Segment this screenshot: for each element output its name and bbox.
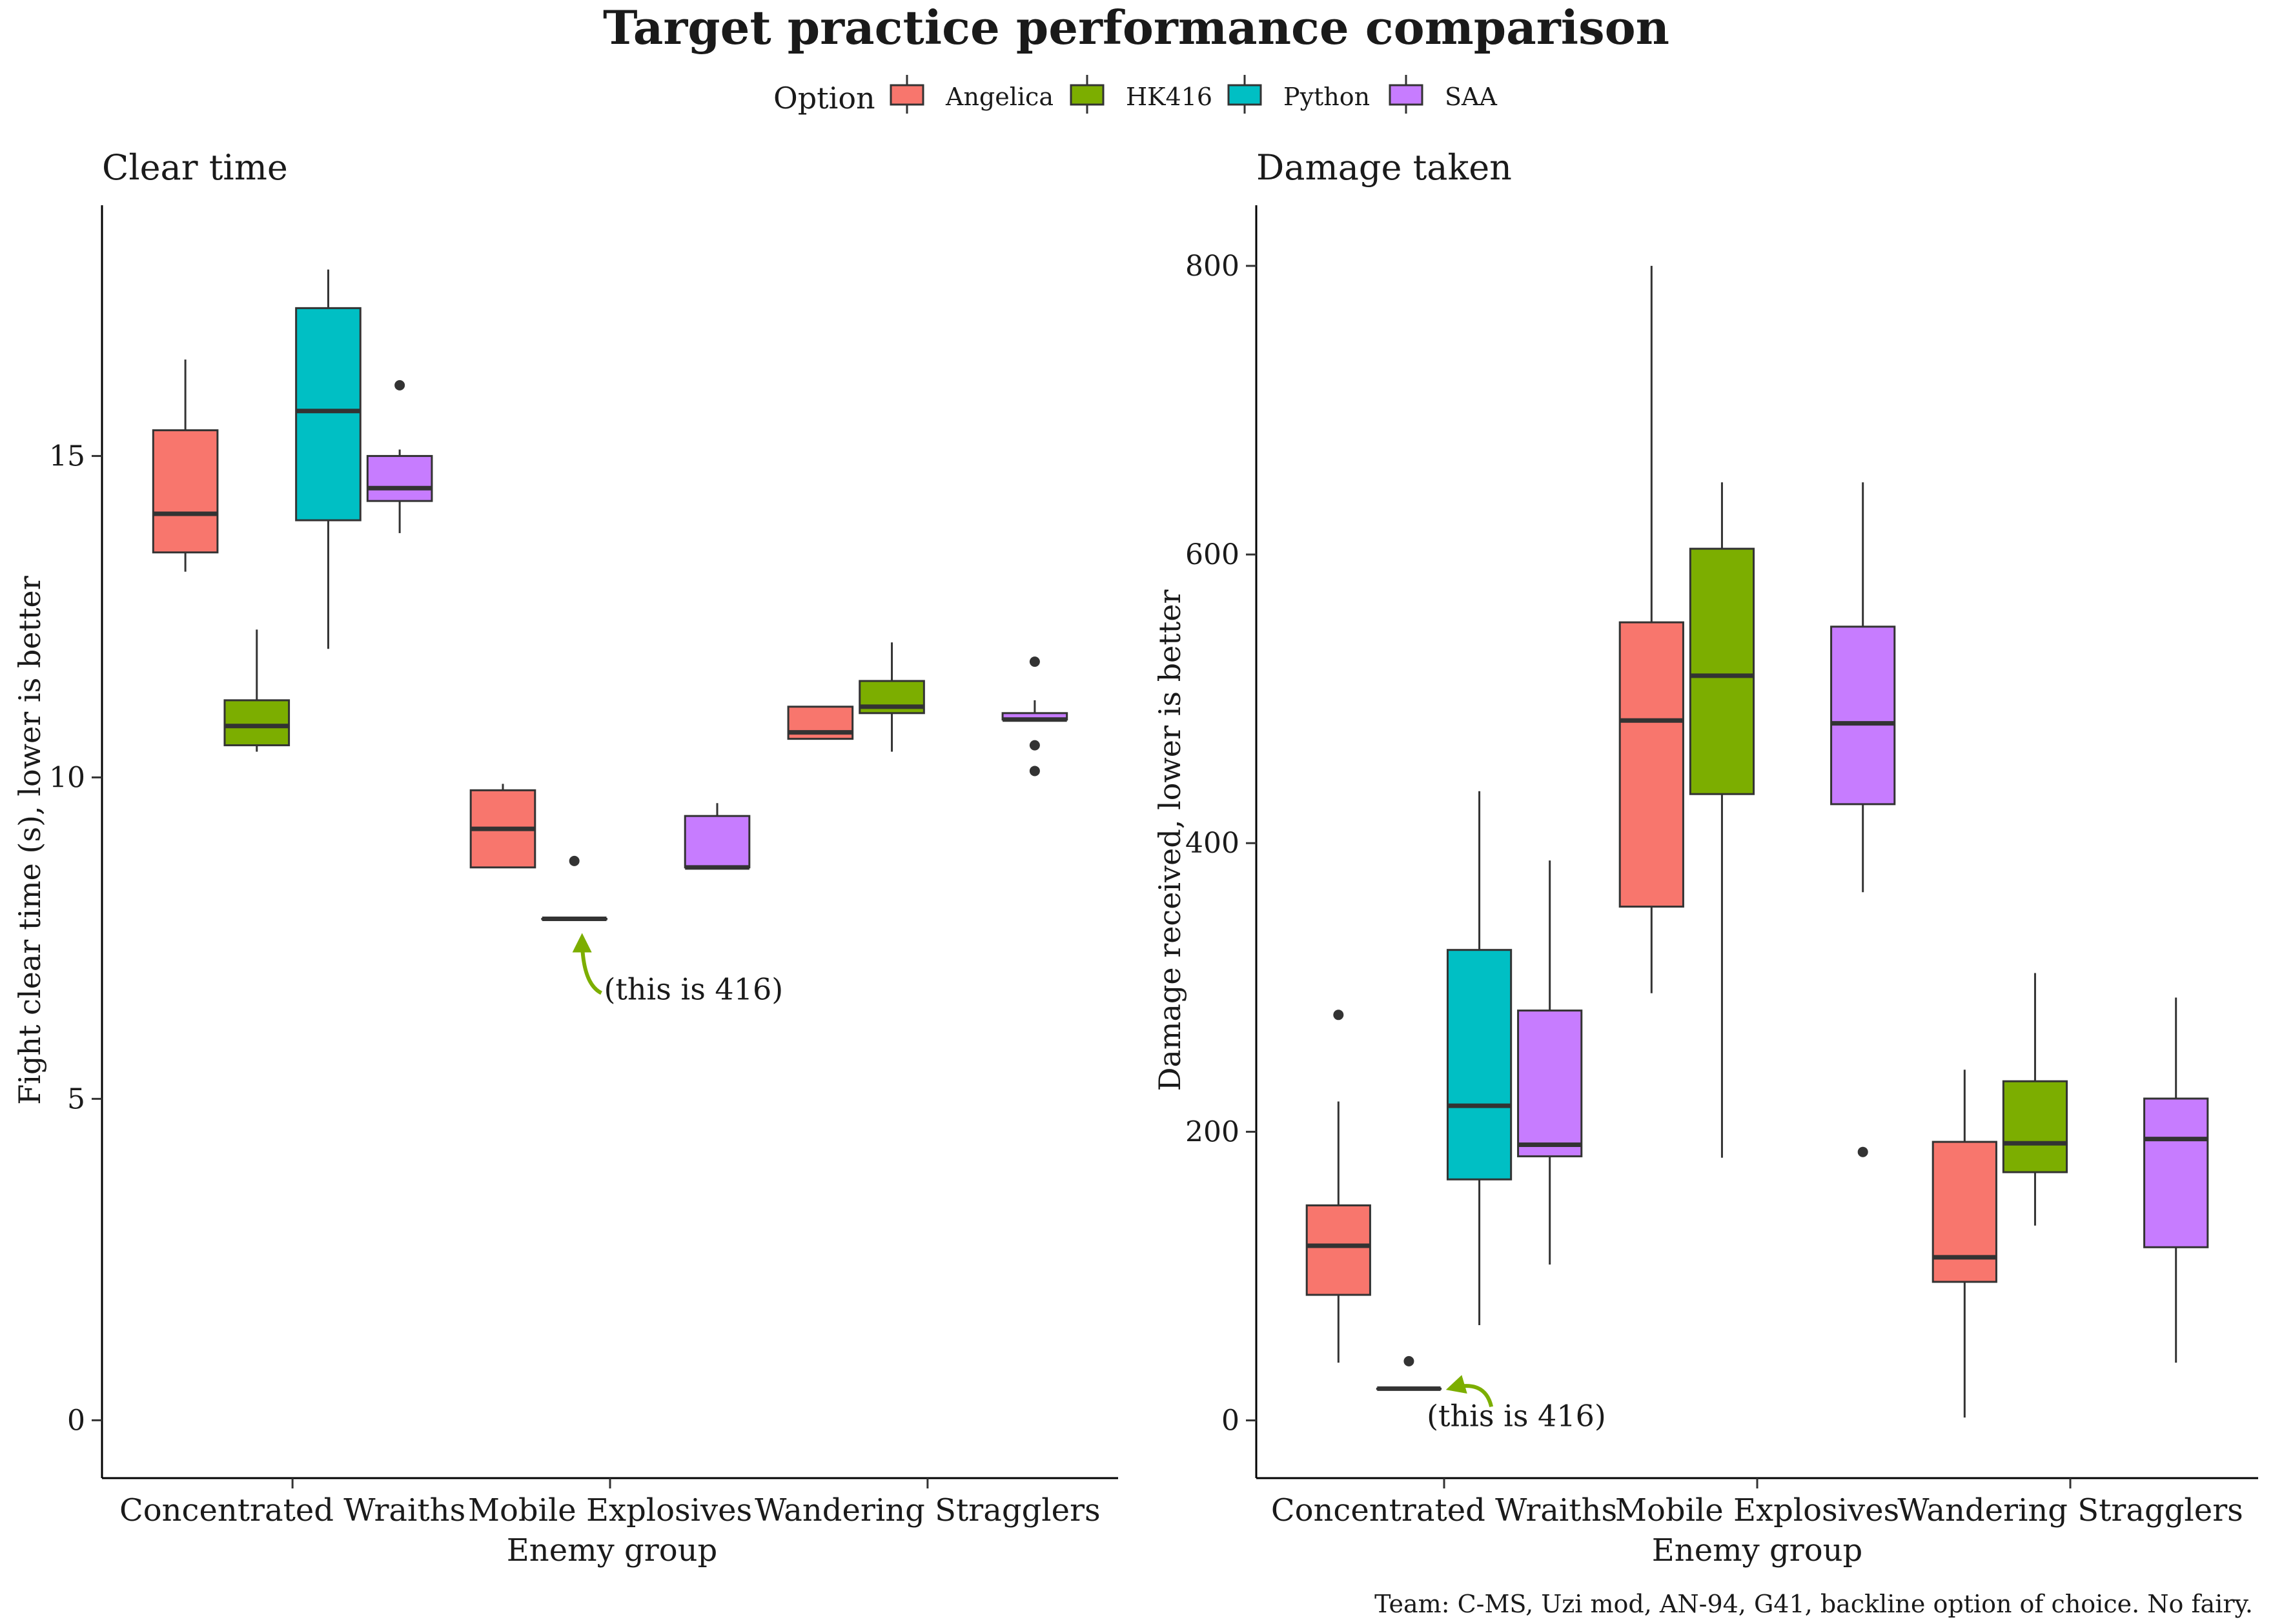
legend-key-saa bbox=[1389, 84, 1423, 106]
legend-key-angelica bbox=[890, 84, 924, 106]
damage-taken-panel: 0 200 400 600 800 Concentrated WraithsMobile … bbox=[1185, 205, 2258, 1528]
annotation-this-is-416: (this is 416) bbox=[572, 933, 783, 1006]
box-body bbox=[684, 815, 751, 869]
box-body bbox=[1517, 1010, 1583, 1157]
legend-entry-angelica: Angelica bbox=[890, 75, 1054, 114]
legend-entry-saa: SAA bbox=[1389, 75, 1497, 114]
box-hk416-concentrated-wraiths bbox=[223, 629, 290, 752]
box-angelica-concentrated-wraiths bbox=[1305, 1010, 1371, 1363]
y-tick-label: 10 bbox=[49, 761, 85, 794]
figure-title: Target practice performance comparison bbox=[603, 0, 1669, 55]
legend-entry-hk416: HK416 bbox=[1070, 75, 1212, 114]
x-tick-label: Concentrated Wraiths bbox=[119, 1492, 465, 1528]
y-tick-label: 400 bbox=[1185, 827, 1239, 860]
outlier-point bbox=[1857, 1146, 1868, 1157]
outlier-point bbox=[569, 855, 580, 866]
box-saa-mobile-explosives bbox=[684, 803, 751, 870]
box-hk416-wandering-stragglers bbox=[859, 642, 925, 752]
legend-label-saa: SAA bbox=[1445, 83, 1497, 111]
box-body bbox=[2002, 1080, 2068, 1173]
box-body bbox=[1830, 625, 1896, 806]
x-tick-label: Mobile Explosives bbox=[1615, 1492, 1899, 1528]
outlier-point bbox=[1029, 656, 1040, 667]
x-axis-title-clear-time: Enemy group bbox=[507, 1532, 717, 1568]
x-axis-title-damage-taken: Enemy group bbox=[1652, 1532, 1862, 1568]
y-axis-title-damage-taken: Damage received, lower is better bbox=[1152, 590, 1187, 1091]
box-python-concentrated-wraiths bbox=[1446, 791, 1513, 1326]
y-tick-label: 0 bbox=[1221, 1405, 1239, 1437]
box-saa-concentrated-wraiths bbox=[1517, 860, 1583, 1265]
outlier-point bbox=[1403, 1355, 1414, 1366]
legend-label-python: Python bbox=[1283, 83, 1370, 111]
box-hk416-mobile-explosives bbox=[541, 855, 607, 922]
legend-key-hk416 bbox=[1070, 84, 1105, 106]
box-hk416-concentrated-wraiths bbox=[1376, 1355, 1442, 1391]
outlier-point bbox=[394, 380, 405, 391]
box-saa-mobile-explosives bbox=[1830, 482, 1896, 1157]
legend: Option Angelica HK416 Python SAA bbox=[773, 75, 1497, 116]
y-tick-label: 5 bbox=[67, 1082, 85, 1115]
box-angelica-concentrated-wraiths bbox=[152, 360, 219, 572]
box-angelica-mobile-explosives bbox=[469, 784, 536, 869]
box-hk416-mobile-explosives bbox=[1689, 482, 1755, 1158]
x-tick-label: Wandering Stragglers bbox=[755, 1492, 1101, 1528]
y-tick-label: 600 bbox=[1185, 538, 1239, 571]
box-body bbox=[295, 307, 362, 522]
y-tick-label: 15 bbox=[49, 440, 85, 472]
box-body bbox=[223, 699, 290, 747]
annotation-arrow bbox=[572, 933, 603, 995]
panel-title-damage-taken: Damage taken bbox=[1256, 147, 1512, 188]
outlier-point bbox=[1333, 1010, 1344, 1020]
clear-time-panel: 0 5 10 15 Concentrated Wraiths Mobile Explosi… bbox=[49, 205, 1118, 1528]
box-saa-concentrated-wraiths bbox=[366, 380, 433, 533]
box-body bbox=[2143, 1097, 2209, 1248]
x-tick-label: Concentrated Wraiths bbox=[1271, 1492, 1617, 1528]
annotation-label: (this is 416) bbox=[604, 971, 783, 1006]
outlier-point bbox=[1029, 766, 1040, 776]
legend-label-hk416: HK416 bbox=[1126, 83, 1212, 111]
box-angelica-wandering-stragglers bbox=[1932, 1070, 1997, 1418]
box-body bbox=[1618, 621, 1684, 908]
box-angelica-mobile-explosives bbox=[1618, 265, 1684, 993]
box-python-concentrated-wraiths bbox=[295, 269, 362, 649]
box-angelica-wandering-stragglers bbox=[787, 705, 854, 740]
x-tick-label: Wandering Stragglers bbox=[1897, 1492, 2243, 1528]
y-tick-label: 800 bbox=[1185, 250, 1239, 283]
box-body bbox=[1446, 949, 1513, 1181]
legend-entry-python: Python bbox=[1227, 75, 1370, 114]
legend-key-python bbox=[1227, 84, 1262, 106]
legend-title: Option bbox=[773, 81, 875, 116]
y-axis-title-clear-time: Fight clear time (s), lower is better bbox=[12, 576, 47, 1104]
box-body bbox=[1932, 1141, 1997, 1283]
x-tick-label: Mobile Explosives bbox=[468, 1492, 752, 1528]
box-saa-wandering-stragglers bbox=[2143, 997, 2209, 1363]
box-body bbox=[1305, 1204, 1371, 1296]
box-body bbox=[366, 454, 433, 502]
annotation-arrow bbox=[1445, 1375, 1494, 1408]
annotation-label: (this is 416) bbox=[1427, 1398, 1606, 1433]
annotation-this-is-416: (this is 416) bbox=[1427, 1375, 1606, 1433]
legend-label-angelica: Angelica bbox=[945, 83, 1054, 111]
box-body bbox=[1689, 547, 1755, 795]
box-saa-wandering-stragglers bbox=[1001, 656, 1068, 776]
outlier-point bbox=[1029, 740, 1040, 751]
panel-title-clear-time: Clear time bbox=[102, 147, 288, 188]
box-hk416-wandering-stragglers bbox=[2002, 973, 2068, 1226]
box-body bbox=[152, 429, 219, 554]
y-tick-label: 200 bbox=[1185, 1115, 1239, 1148]
figure-caption: Team: C-MS, Uzi mod, AN-94, G41, backlin… bbox=[1374, 1590, 2253, 1618]
y-tick-label: 0 bbox=[67, 1404, 85, 1437]
